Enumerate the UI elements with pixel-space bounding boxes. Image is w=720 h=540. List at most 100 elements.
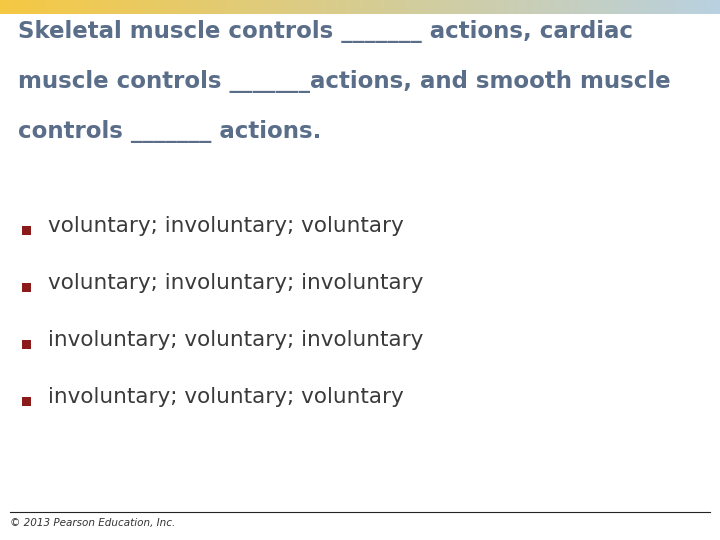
Bar [180, 0, 182, 14]
Bar [405, 0, 408, 14]
Bar [559, 0, 562, 14]
Bar [137, 0, 139, 14]
Bar [81, 0, 84, 14]
Bar [151, 0, 153, 14]
Bar [153, 0, 156, 14]
Bar [120, 0, 122, 14]
Bar [670, 0, 672, 14]
Bar [665, 0, 667, 14]
Bar [202, 0, 204, 14]
Bar [689, 0, 691, 14]
Bar [187, 0, 189, 14]
Bar [209, 0, 211, 14]
Bar [547, 0, 549, 14]
Bar [12, 0, 14, 14]
Bar [281, 0, 283, 14]
Bar [545, 0, 547, 14]
Bar [189, 0, 192, 14]
Bar [358, 0, 360, 14]
Bar [451, 0, 454, 14]
Bar [146, 0, 149, 14]
Bar [708, 0, 711, 14]
Bar [235, 0, 238, 14]
Bar [492, 0, 495, 14]
Bar [485, 0, 487, 14]
Bar [554, 0, 557, 14]
Bar [77, 0, 79, 14]
Bar [706, 0, 708, 14]
Bar [106, 0, 108, 14]
Bar [91, 0, 94, 14]
Text: involuntary; voluntary; voluntary: involuntary; voluntary; voluntary [48, 387, 404, 407]
Bar [295, 0, 297, 14]
Bar [326, 0, 329, 14]
Bar [63, 0, 65, 14]
Bar [319, 0, 322, 14]
Bar [144, 0, 146, 14]
Bar [29, 0, 31, 14]
Bar [610, 0, 612, 14]
Bar [122, 0, 125, 14]
Bar [389, 0, 391, 14]
Text: voluntary; involuntary; voluntary: voluntary; involuntary; voluntary [48, 216, 404, 236]
Bar [387, 0, 389, 14]
Bar [703, 0, 706, 14]
Bar [430, 0, 432, 14]
Bar [22, 283, 31, 292]
Bar [274, 0, 276, 14]
Bar [17, 0, 19, 14]
Bar [99, 0, 101, 14]
Bar [650, 0, 653, 14]
Bar [168, 0, 171, 14]
Bar [672, 0, 675, 14]
Bar [79, 0, 81, 14]
Bar [216, 0, 218, 14]
Bar [19, 0, 22, 14]
Bar [60, 0, 63, 14]
Bar [523, 0, 526, 14]
Bar [22, 340, 31, 349]
Text: © 2013 Pearson Education, Inc.: © 2013 Pearson Education, Inc. [10, 518, 175, 528]
Bar [58, 0, 60, 14]
Bar [454, 0, 456, 14]
Bar [310, 0, 312, 14]
Bar [682, 0, 684, 14]
Bar [24, 0, 27, 14]
Bar [238, 0, 240, 14]
Bar [117, 0, 120, 14]
Bar [108, 0, 110, 14]
Bar [127, 0, 130, 14]
Bar [14, 0, 17, 14]
Bar [214, 0, 216, 14]
Bar [434, 0, 437, 14]
Bar [576, 0, 578, 14]
Bar [531, 0, 533, 14]
Bar [607, 0, 610, 14]
Bar [646, 0, 648, 14]
Bar [252, 0, 254, 14]
Bar [5, 0, 7, 14]
Bar [513, 0, 516, 14]
Bar [70, 0, 72, 14]
Bar [192, 0, 194, 14]
Bar [204, 0, 207, 14]
Bar [300, 0, 302, 14]
Bar [243, 0, 245, 14]
Bar [574, 0, 576, 14]
Bar [290, 0, 293, 14]
Bar [495, 0, 497, 14]
Bar [261, 0, 264, 14]
Bar [130, 0, 132, 14]
Bar [621, 0, 624, 14]
Bar [569, 0, 571, 14]
Bar [161, 0, 163, 14]
Bar [446, 0, 449, 14]
Bar [185, 0, 187, 14]
Bar [233, 0, 235, 14]
Bar [432, 0, 434, 14]
Bar [0, 0, 2, 14]
Bar [655, 0, 657, 14]
Bar [526, 0, 528, 14]
Bar [158, 0, 161, 14]
Bar [490, 0, 492, 14]
